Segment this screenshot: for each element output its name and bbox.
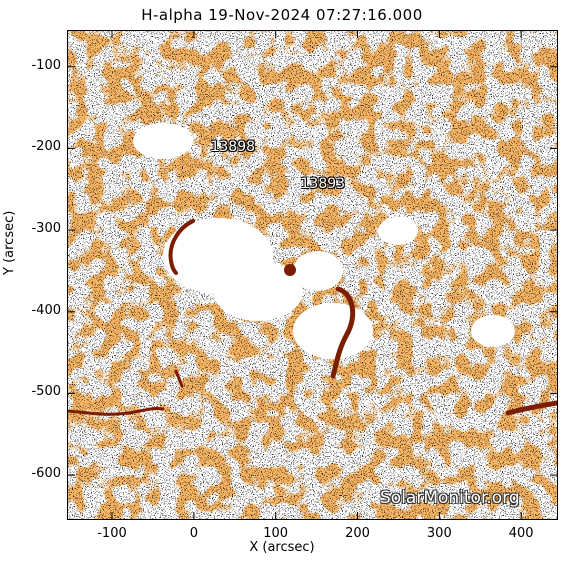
y-tick-label: -500 <box>31 384 61 400</box>
dark-filaments <box>68 219 557 416</box>
y-tick-label: -400 <box>31 302 61 318</box>
x-tick-label: -100 <box>97 526 127 541</box>
x-tick-label: 400 <box>508 526 534 541</box>
solar-h-alpha-image <box>68 31 557 519</box>
y-axis-label: Y (arcsec) <box>2 210 17 275</box>
x-tick-label: 100 <box>263 526 289 541</box>
image-frame <box>67 30 558 520</box>
x-tick-label: 300 <box>426 526 452 541</box>
plage-regions <box>133 123 515 359</box>
active-region-label: 13898 <box>210 139 256 156</box>
x-tick-label: 0 <box>189 526 198 541</box>
active-region-label: 13893 <box>300 176 346 193</box>
x-axis-label: X (arcsec) <box>249 540 315 555</box>
y-tick-label: -200 <box>31 139 61 155</box>
x-tick-label: 200 <box>345 526 370 541</box>
y-tick-label: -600 <box>31 466 61 482</box>
watermark: SolarMonitor.org <box>380 488 520 508</box>
y-tick-label: -100 <box>31 57 61 73</box>
plot-title: H-alpha 19-Nov-2024 07:27:16.000 <box>141 6 423 24</box>
y-tick-label: -300 <box>31 221 61 237</box>
sunspot <box>284 264 296 276</box>
